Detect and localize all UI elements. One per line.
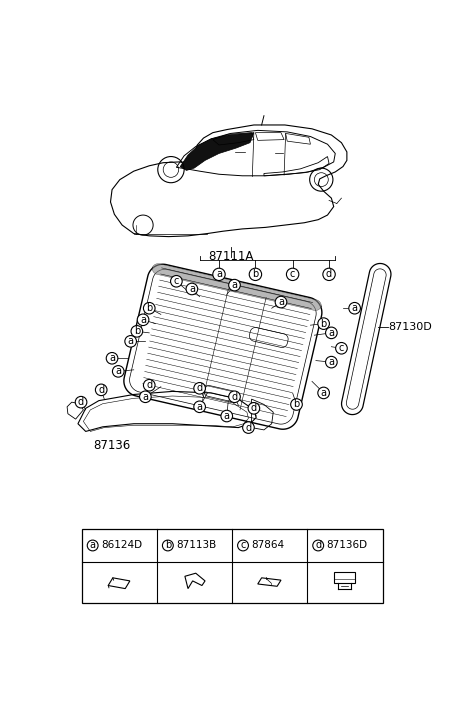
Circle shape (131, 326, 143, 337)
Text: 87136D: 87136D (327, 540, 368, 550)
Circle shape (229, 279, 240, 291)
Text: a: a (224, 411, 230, 421)
Text: a: a (197, 402, 202, 411)
Circle shape (194, 382, 206, 394)
Text: 86124D: 86124D (101, 540, 142, 550)
Circle shape (221, 410, 233, 422)
Text: c: c (174, 276, 179, 286)
Text: a: a (189, 284, 195, 294)
Text: a: a (351, 303, 358, 313)
Circle shape (275, 297, 287, 308)
Circle shape (125, 336, 136, 347)
Bar (82, 529, 382, 603)
Text: 87864: 87864 (252, 540, 285, 550)
Circle shape (291, 398, 302, 410)
Circle shape (106, 353, 118, 364)
Text: a: a (216, 269, 222, 279)
Circle shape (248, 403, 260, 414)
Text: b: b (293, 399, 300, 409)
Text: a: a (90, 540, 96, 550)
Text: 87113B: 87113B (176, 540, 216, 550)
Text: a: a (128, 337, 134, 346)
Text: c: c (339, 343, 344, 353)
Text: b: b (320, 318, 327, 329)
Text: d: d (315, 540, 321, 550)
Text: 87111A: 87111A (208, 251, 253, 263)
Text: d: d (197, 383, 202, 393)
Text: d: d (251, 403, 257, 414)
Circle shape (325, 327, 337, 339)
Circle shape (229, 391, 240, 403)
Circle shape (318, 318, 329, 329)
Circle shape (249, 268, 261, 281)
Circle shape (323, 268, 335, 281)
Circle shape (213, 268, 225, 281)
Text: a: a (140, 315, 146, 325)
Circle shape (75, 396, 87, 408)
Circle shape (112, 366, 124, 377)
Text: a: a (328, 357, 334, 367)
Circle shape (171, 276, 182, 287)
Text: a: a (320, 388, 327, 398)
Text: c: c (290, 269, 295, 279)
Text: d: d (245, 422, 252, 433)
Circle shape (144, 302, 155, 314)
Circle shape (318, 387, 329, 398)
Text: 87136: 87136 (94, 439, 130, 452)
Text: b: b (165, 540, 171, 550)
Circle shape (162, 540, 173, 551)
Text: b: b (146, 303, 153, 313)
Text: b: b (252, 269, 259, 279)
Text: 87130D: 87130D (388, 323, 432, 332)
Circle shape (95, 384, 107, 395)
Circle shape (137, 314, 149, 326)
Polygon shape (180, 132, 254, 170)
Text: d: d (146, 380, 152, 390)
Circle shape (140, 391, 151, 403)
Text: d: d (98, 385, 104, 395)
Text: a: a (142, 392, 148, 402)
Circle shape (325, 356, 337, 368)
Text: b: b (134, 326, 140, 337)
Circle shape (349, 302, 360, 314)
Text: a: a (328, 328, 334, 338)
Text: a: a (115, 366, 121, 377)
Circle shape (336, 342, 347, 354)
Text: c: c (240, 540, 246, 550)
Circle shape (87, 540, 98, 551)
Circle shape (186, 284, 198, 294)
Circle shape (286, 268, 299, 281)
Text: d: d (78, 397, 84, 407)
Circle shape (144, 379, 155, 391)
Text: a: a (278, 297, 284, 307)
Circle shape (194, 401, 206, 412)
Text: a: a (231, 280, 238, 290)
Text: d: d (326, 269, 332, 279)
Bar (334, 572, 355, 583)
Polygon shape (152, 264, 321, 310)
Circle shape (238, 540, 248, 551)
Text: a: a (109, 353, 115, 364)
Circle shape (313, 540, 324, 551)
Circle shape (243, 422, 254, 433)
Text: d: d (231, 392, 238, 402)
